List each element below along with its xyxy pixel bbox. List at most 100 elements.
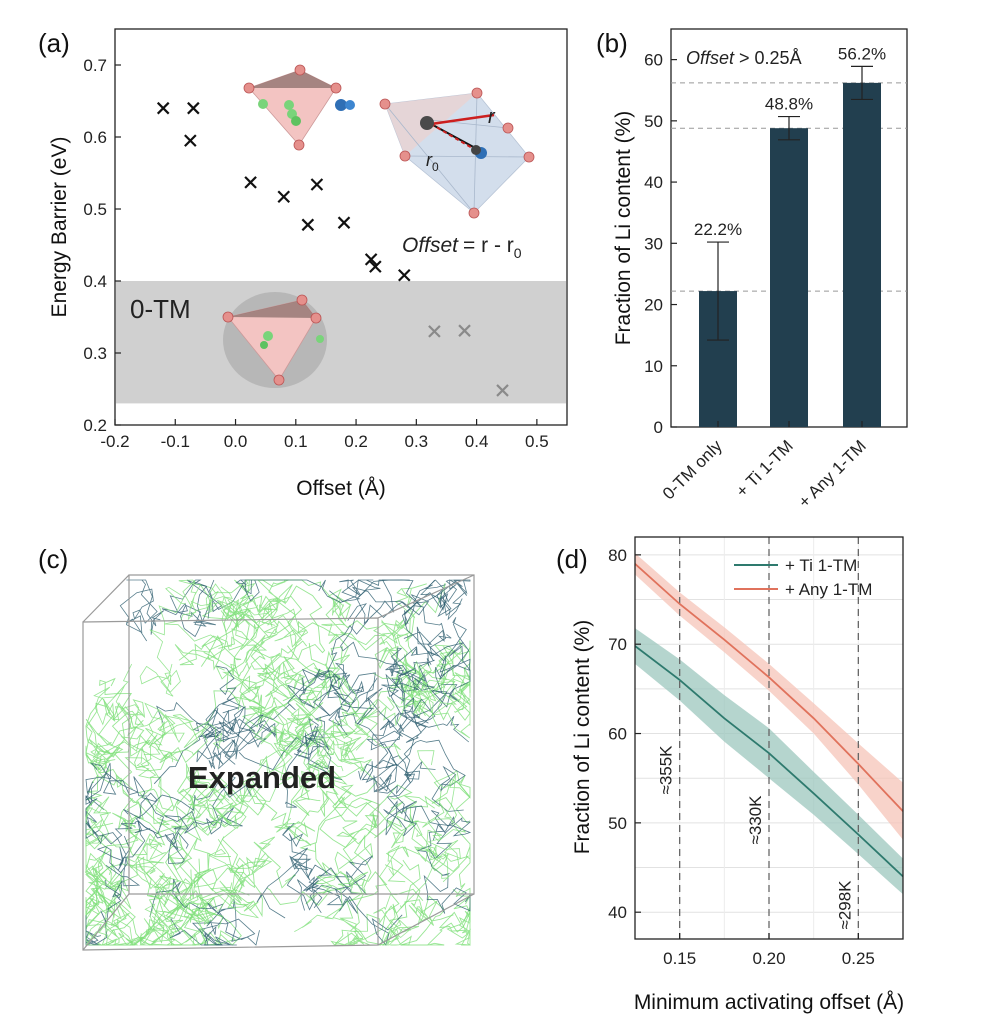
network-strand [246,644,322,698]
confidence-band-1 [635,628,903,895]
network-strand [299,761,377,845]
y-tick-label: 10 [644,357,663,376]
network-strand [340,603,435,702]
panel-d-x-label: Minimum activating offset (Å) [634,991,904,1014]
zero-tm-point [496,384,509,397]
network-strand [175,776,267,827]
network-strand [274,784,413,848]
network-strand [256,863,403,946]
panel-b-y-ticks: 0 10 20 30 40 50 60 [644,51,677,437]
temperature-label: ≈330K [746,795,765,845]
y-tick-label: 50 [644,112,663,131]
r0-subscript: 0 [432,160,439,174]
y-tick-label: 60 [644,51,663,70]
panel-d-label: (d) [556,544,588,574]
zero-tm-point [428,325,441,338]
category-label: + Ti 1-TM [732,436,797,501]
panel-d-bands [635,553,903,895]
network-strand [164,579,225,660]
network-strand [400,818,466,909]
network-strand [383,800,472,860]
r0-label: r0 [426,150,439,174]
network-strand [191,899,260,946]
network-strand [93,734,175,819]
network-strand [145,838,267,920]
network-strand [136,702,185,779]
panel-a-y-label: Energy Barrier (eV) [48,137,71,318]
barrier-point [369,260,382,273]
barrier-point [156,101,170,115]
panel-b-label: (b) [596,28,628,58]
zero-tm-region [116,281,566,404]
network-strand [85,912,224,946]
network-strand [334,834,412,946]
y-tick-label: 0 [654,418,663,437]
offset-equation: Offset = r - r0 [402,234,522,261]
network-strand [149,879,237,946]
network-strand [85,762,151,845]
r0-letter: r [426,150,433,170]
point-stroke [428,325,441,338]
point-stroke [156,101,170,115]
x-tick-label: 0.3 [405,432,429,451]
network-strand [85,745,144,843]
bar-value-label: 48.8% [765,95,813,114]
network-strand [156,697,240,743]
point-stroke [244,176,257,189]
equation-rhs: = r - r [463,234,514,257]
point-stroke [184,134,197,147]
network-strand [158,715,224,764]
r-arrow [430,113,495,126]
panel-a-label: (a) [38,28,70,58]
panel-b-bars: 22.2% 48.8% 56.2% [694,44,886,427]
network-strand [417,810,471,914]
network-strand [332,864,438,946]
panel-a-points [156,101,509,397]
panel-a-x-ticks: -0.2 -0.1 0.0 0.1 0.2 0.3 0.4 0.5 [100,419,549,451]
network-strand [257,642,355,706]
category-label: + Any 1-TM [795,436,870,511]
point-stroke [187,101,200,115]
x-tick-label: 0.20 [752,949,785,968]
tetrahedron-inset-bottom [222,292,327,388]
panel-b-x-ticks: 0-TM only + Ti 1-TM+ Any 1-TM [659,421,870,512]
network-strand [85,697,168,772]
network-strand [400,895,471,946]
network-strand [156,836,239,917]
network-strand [306,732,401,772]
network-strand [174,634,258,703]
panel-a: (a) 0-TM [38,28,568,500]
network-strand [197,706,293,810]
equation-lhs: Offset [402,234,459,257]
y-tick-label: 20 [644,296,663,315]
category-label: 0-TM only [659,436,726,503]
network-strand [366,684,447,767]
network-strand [221,668,341,741]
network-strand [257,579,326,661]
point-stroke [337,216,351,229]
network-strand [93,663,166,755]
barrier-point [337,216,351,229]
y-tick-label: 0.3 [83,344,107,363]
tetrahedron-inset-top [243,64,355,151]
barrier-point [398,268,411,282]
octahedron-inset: r r0 [379,87,535,219]
y-tick-label: 40 [608,903,627,922]
equation-subscript: 0 [514,245,522,261]
point-stroke [364,253,378,266]
y-tick-label: 0.4 [83,272,107,291]
temperature-label: ≈355K [657,745,676,795]
panel-a-y-ticks: 0.2 0.3 0.4 0.5 0.6 0.7 [83,56,121,435]
barrier-point [277,190,291,204]
network-strand [85,915,176,946]
panel-a-x-label: Offset (Å) [296,477,385,500]
network-strand [322,670,471,717]
point-stroke [277,190,291,204]
bar-2 [770,128,808,427]
barrier-point [301,218,315,232]
network-strand [321,595,411,651]
x-tick-label: 0.1 [284,432,308,451]
expanded-label: Expanded [188,760,336,795]
network-strand [293,684,351,780]
